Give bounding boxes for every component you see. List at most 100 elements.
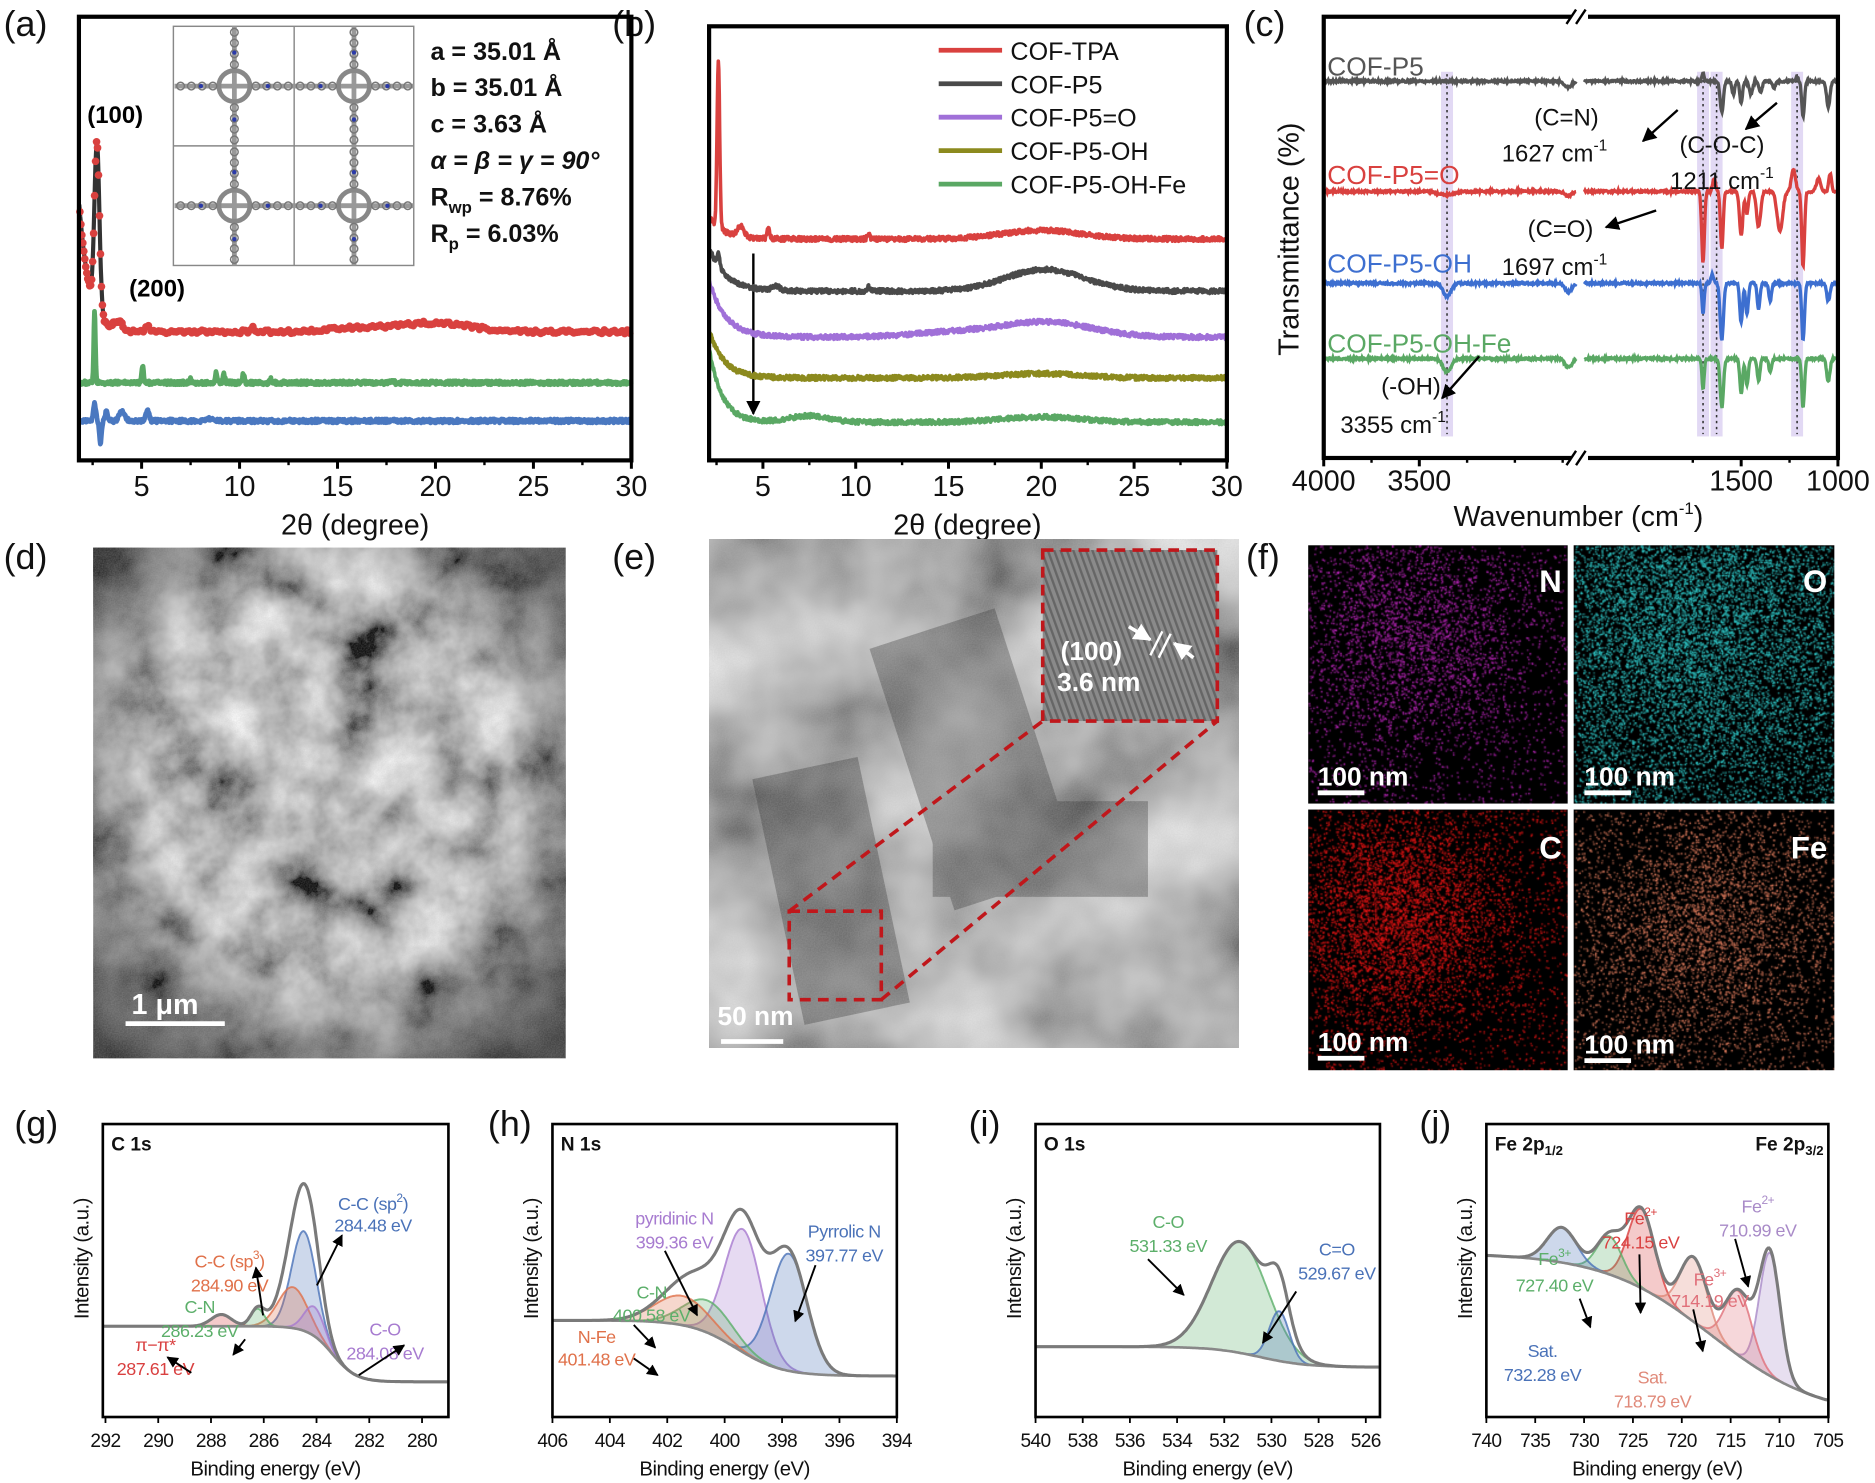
panel-label-j: (j) bbox=[1419, 1104, 1451, 1144]
ring bbox=[370, 201, 381, 211]
x-tick-label: 10 bbox=[840, 471, 872, 503]
x-axis-label: Binding energy (eV) bbox=[1123, 1459, 1293, 1481]
xps-chart-j: 740 735 730 725 720 715 710 705 Binding energy (… bbox=[1455, 1122, 1844, 1481]
peak-annotation-sup: -1 bbox=[1432, 409, 1446, 426]
peak-annotation-name: (C-O-C) bbox=[1679, 132, 1764, 159]
component-name: C-O bbox=[369, 1320, 401, 1340]
nitrogen-atom bbox=[232, 50, 237, 55]
ring bbox=[208, 201, 218, 211]
data-point bbox=[99, 310, 108, 319]
spectrum-title: C 1s bbox=[111, 1134, 151, 1155]
zoom-region-box bbox=[787, 909, 884, 1002]
component-energy: 714.19 eV bbox=[1671, 1291, 1749, 1311]
molecule-unit bbox=[174, 145, 295, 266]
ring bbox=[176, 81, 186, 91]
x-tick-label: 710 bbox=[1764, 1431, 1794, 1452]
component-name-part: C-N bbox=[636, 1283, 666, 1303]
lattice-parameter-value: = 8.76% bbox=[472, 184, 572, 212]
data-point bbox=[82, 269, 91, 277]
envelope-line bbox=[1035, 1239, 1379, 1369]
scale-bar-label: 1 μm bbox=[132, 989, 199, 1021]
x-tick-label: 730 bbox=[1569, 1431, 1599, 1452]
annotation-arrow bbox=[1604, 209, 1657, 230]
annotation-arrow bbox=[316, 1234, 343, 1286]
nitrogen-atom bbox=[351, 170, 357, 175]
component-energy: 287.61 eV bbox=[117, 1359, 195, 1379]
data-point bbox=[79, 247, 88, 256]
plot-frame bbox=[101, 1122, 450, 1419]
fringe-marker bbox=[1157, 633, 1172, 659]
scale-bar-label: 50 nm bbox=[717, 1001, 793, 1031]
ring bbox=[306, 201, 316, 211]
component-name: Fe3+ bbox=[1538, 1246, 1571, 1269]
component-name: Pyrrolic N bbox=[808, 1222, 881, 1242]
annotation-arrow bbox=[1692, 1309, 1707, 1353]
component-name-part: π−π* bbox=[135, 1335, 176, 1355]
x-tick-label: 740 bbox=[1471, 1431, 1501, 1452]
x-tick-label: 20 bbox=[420, 471, 452, 503]
envelope-line bbox=[102, 1181, 448, 1384]
x-tick-label: 30 bbox=[1211, 471, 1243, 503]
ring bbox=[349, 168, 359, 178]
x-tick-label: 5 bbox=[134, 471, 150, 503]
spectrum-line bbox=[1582, 71, 1839, 123]
background-line bbox=[1486, 1254, 1828, 1402]
spectrum-title-sub: 3/2 bbox=[1805, 1143, 1823, 1158]
component-energy: 284.48 eV bbox=[334, 1216, 412, 1236]
data-point bbox=[95, 211, 104, 220]
ring bbox=[349, 158, 359, 168]
component-name-part: ) bbox=[259, 1252, 265, 1272]
ring bbox=[370, 81, 381, 91]
spectrum-title: N 1s bbox=[561, 1134, 601, 1155]
ring bbox=[229, 179, 239, 189]
spectrum-title: Fe 2p1/2 bbox=[1495, 1134, 1563, 1158]
plot-frame bbox=[76, 14, 634, 463]
component-energy: 727.40 eV bbox=[1516, 1275, 1594, 1295]
xps-chart-i: 540 538 536 534 532 530 528 526 Binding energy (… bbox=[1004, 1122, 1381, 1481]
annotation-arrow bbox=[793, 1264, 817, 1323]
lattice-parameters: a = 35.01 Å b = 35.01 Å c = 3.63 Å α = β = … bbox=[430, 37, 600, 254]
x-tick-label: 290 bbox=[143, 1431, 173, 1452]
y-axis-label: Intensity (a.u.) bbox=[1455, 1198, 1477, 1319]
data-point bbox=[81, 263, 90, 271]
annotation-arrow bbox=[633, 1357, 659, 1376]
spectrum-title-right: Fe 2p3/2 bbox=[1755, 1134, 1823, 1158]
trace-label: COF-P5-OH bbox=[1327, 249, 1472, 279]
data-point bbox=[91, 157, 100, 166]
ring bbox=[349, 147, 359, 157]
ring bbox=[251, 81, 261, 91]
axis-break-mark bbox=[1565, 450, 1578, 466]
component-energy: 284.90 eV bbox=[191, 1275, 269, 1295]
ring bbox=[349, 244, 359, 254]
panel-label-h: (h) bbox=[488, 1104, 532, 1144]
nitrogen-atom bbox=[232, 117, 237, 122]
ftir-ylabel: Transmittance (%) bbox=[1274, 123, 1306, 356]
annotation-arrow bbox=[1261, 1290, 1298, 1344]
data-point bbox=[96, 250, 105, 258]
ring bbox=[272, 201, 282, 211]
peak-label-100: (100) bbox=[87, 102, 143, 129]
ring bbox=[349, 113, 359, 123]
component-name: C-C (sp2) bbox=[338, 1191, 408, 1214]
ring bbox=[392, 201, 402, 211]
eds-map-n bbox=[1308, 545, 1568, 804]
axis-break-mark bbox=[1565, 8, 1578, 25]
component-name-part: Fe bbox=[1741, 1197, 1761, 1217]
peak-annotation-sup: -1 bbox=[1760, 165, 1774, 182]
panel-label-e: (e) bbox=[612, 537, 656, 577]
data-point bbox=[80, 255, 89, 263]
ring bbox=[349, 124, 359, 134]
ring bbox=[251, 201, 261, 211]
peak-annotation-value-part: 1627 cm bbox=[1502, 140, 1594, 167]
spectrum-title-part: N 1s bbox=[561, 1134, 601, 1155]
y-axis-label: Intensity (a.u.) bbox=[71, 1198, 93, 1319]
ring bbox=[229, 222, 239, 232]
component-name-part: Fe bbox=[1538, 1249, 1558, 1269]
nitrogen-atom bbox=[351, 50, 357, 55]
spectrum-title: O 1s bbox=[1044, 1134, 1085, 1155]
peak-label-200: (200) bbox=[129, 276, 185, 303]
ring bbox=[229, 27, 239, 37]
component-name-part: ) bbox=[403, 1194, 409, 1214]
component-name-part: C-C (sp bbox=[338, 1194, 397, 1214]
ring bbox=[349, 135, 359, 145]
